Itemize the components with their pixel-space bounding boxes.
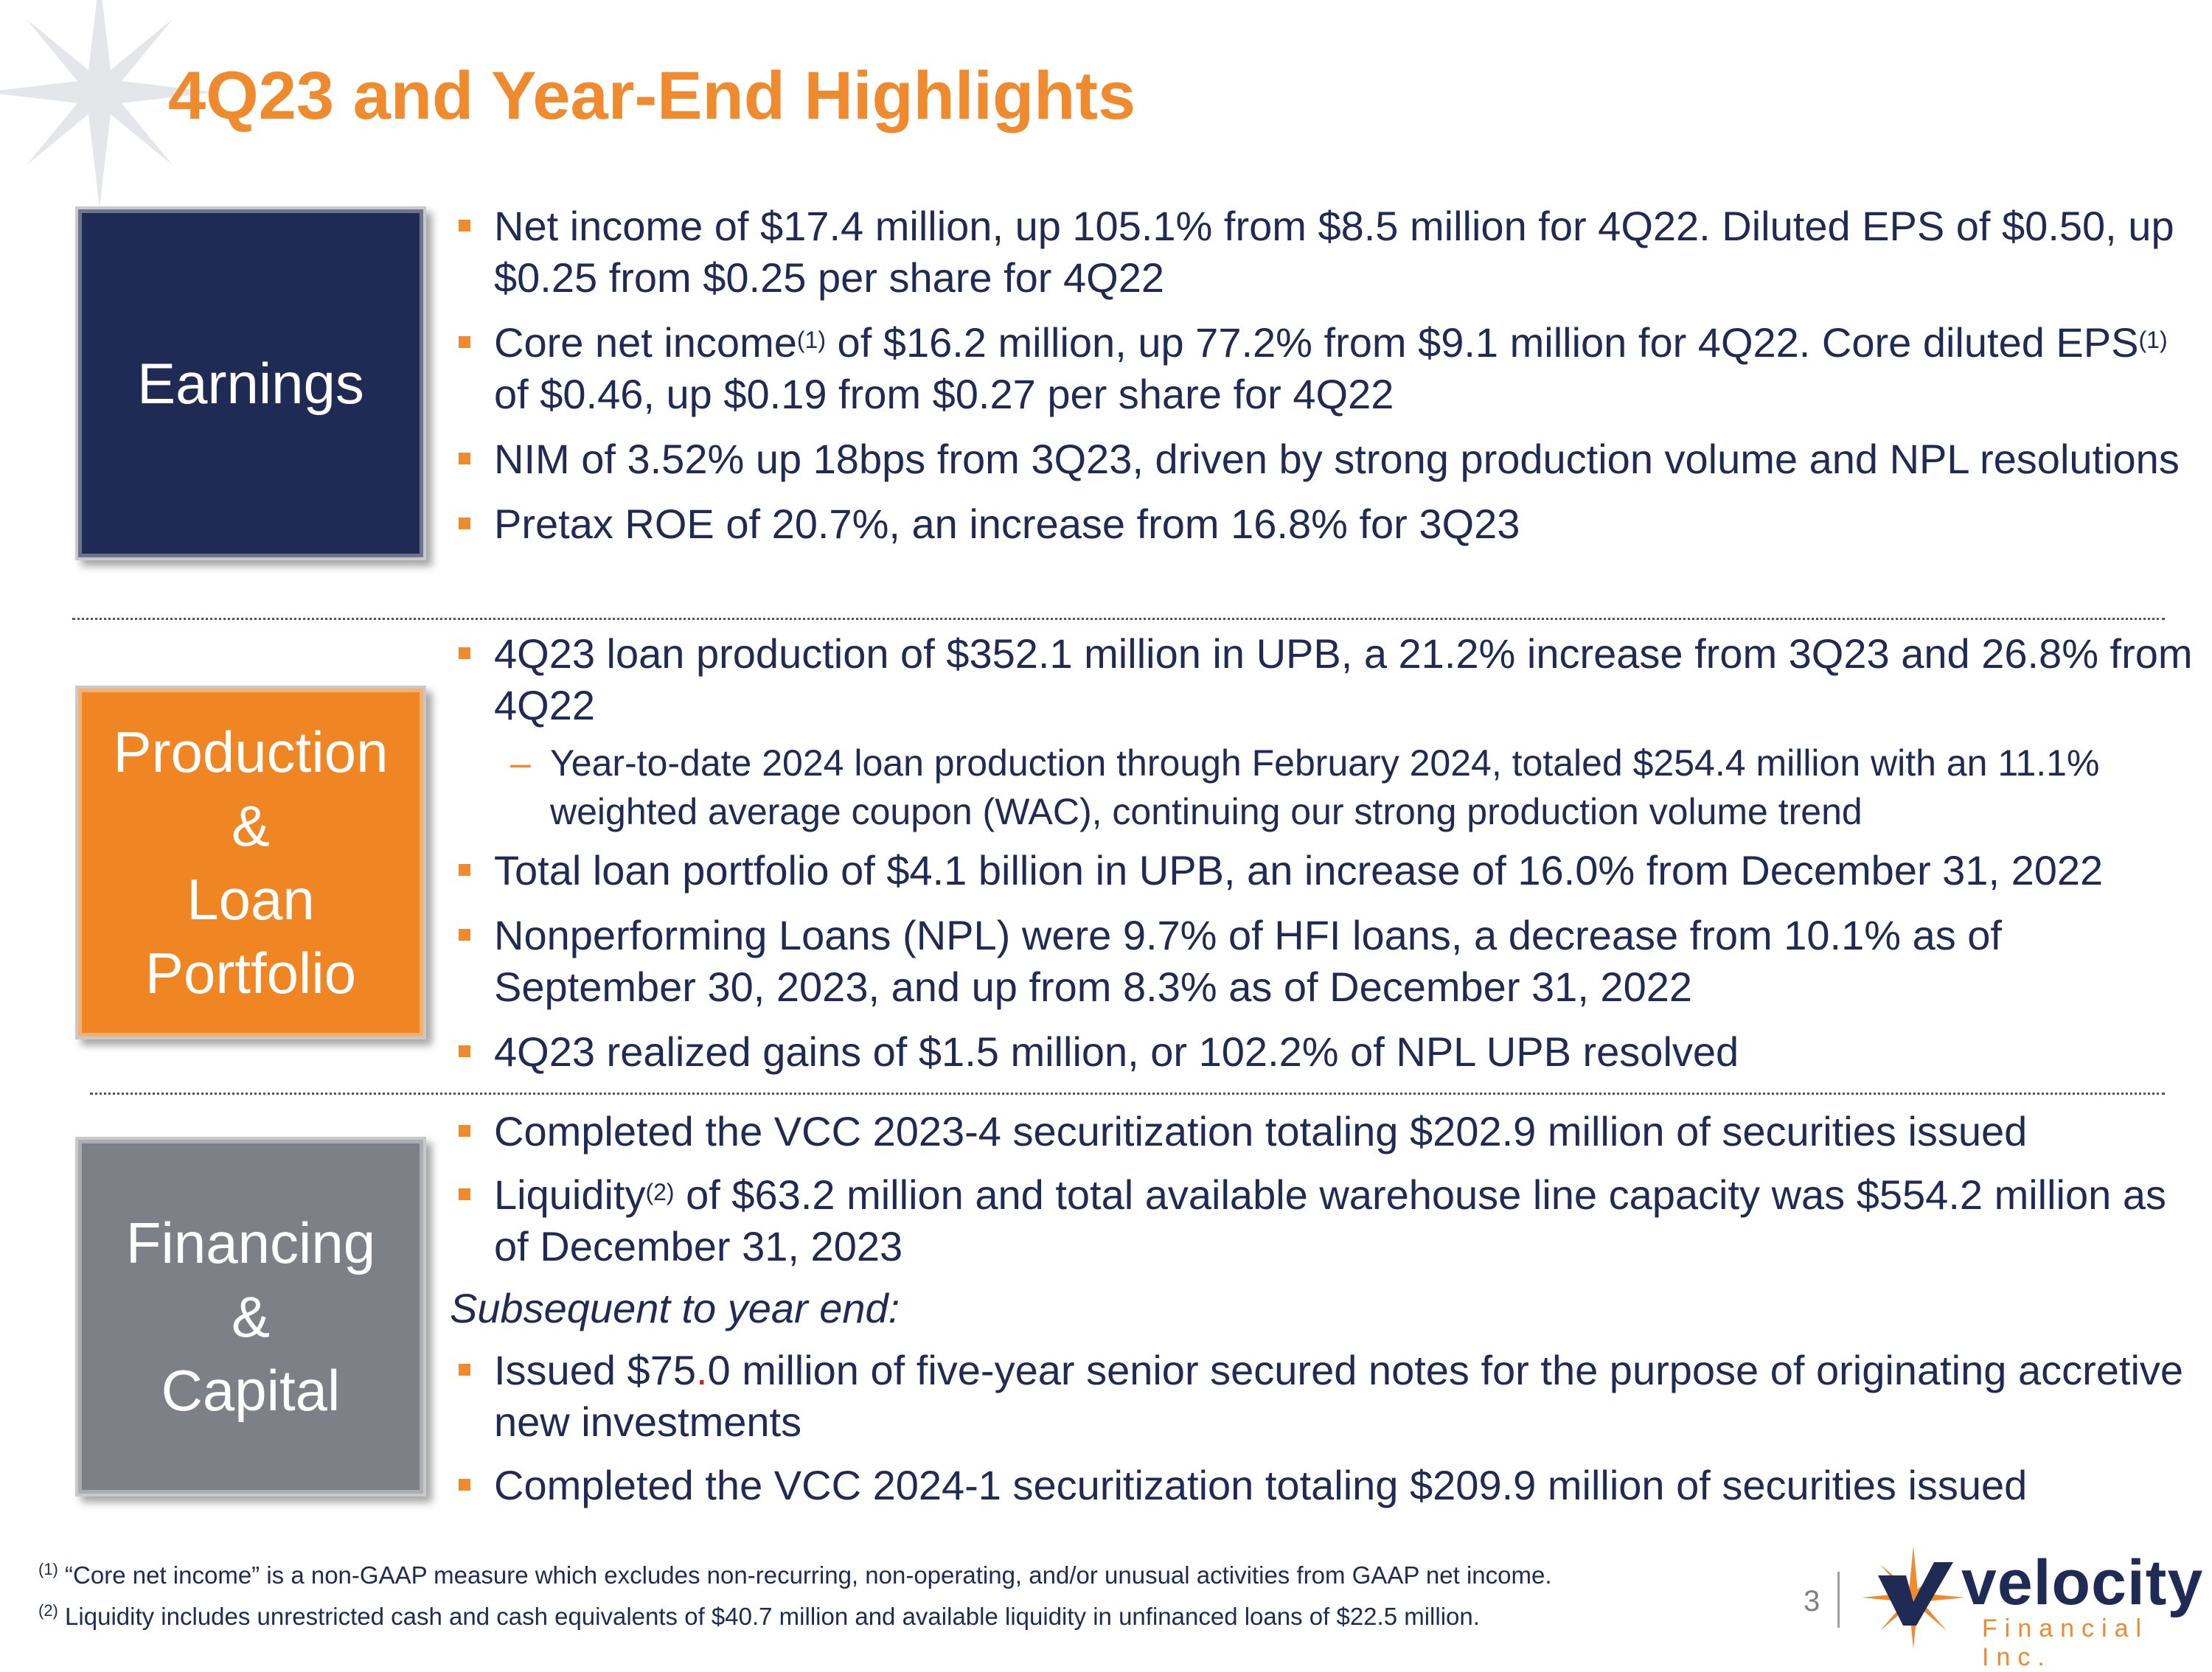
bullet-square-icon bbox=[459, 929, 470, 941]
financing-bullets: Completed the VCC 2023-4 securitization … bbox=[450, 1106, 2205, 1511]
sub-list-item: – Year-to-date 2024 loan production thro… bbox=[450, 739, 2205, 836]
list-item: Completed the VCC 2024-1 securitization … bbox=[450, 1460, 2205, 1511]
production-bullets: 4Q23 loan production of $352.1 million i… bbox=[450, 628, 2205, 1078]
bullet-square-icon bbox=[459, 1125, 470, 1137]
production-label-line-3: Loan bbox=[187, 867, 315, 932]
list-item: Total loan portfolio of $4.1 billion in … bbox=[450, 845, 2205, 896]
bullet-square-icon bbox=[459, 518, 470, 529]
footnote-2: (2) Liquidity includes unrestricted cash… bbox=[38, 1601, 1480, 1630]
footnote-ref: (2) bbox=[645, 1179, 675, 1205]
list-item: Issued $75.0 million of five-year senior… bbox=[450, 1345, 2205, 1448]
list-item: Nonperforming Loans (NPL) were 9.7% of H… bbox=[450, 910, 2205, 1013]
subsequent-heading: Subsequent to year end: bbox=[450, 1285, 900, 1331]
bullet-square-icon bbox=[459, 1364, 470, 1376]
list-item: Completed the VCC 2023-4 securitization … bbox=[450, 1106, 2205, 1157]
page-number-divider bbox=[1837, 1572, 1840, 1628]
list-item: Core net income(1) of $16.2 million, up … bbox=[450, 317, 2205, 420]
bullet-square-icon bbox=[459, 864, 470, 876]
bullet-square-icon bbox=[459, 1188, 470, 1200]
production-label-line-2: & bbox=[231, 793, 271, 858]
dash-bullet-icon: – bbox=[510, 742, 531, 784]
footnote-1: (1) “Core net income” is a non-GAAP meas… bbox=[38, 1560, 1552, 1589]
financing-section-label: Financing & Capital bbox=[75, 1137, 426, 1497]
list-item: Net income of $17.4 million, up 105.1% f… bbox=[450, 201, 2205, 304]
list-item: 4Q23 loan production of $352.1 million i… bbox=[450, 628, 2205, 731]
earnings-label-text: Earnings bbox=[137, 351, 364, 416]
list-item: Liquidity(2) of $63.2 million and total … bbox=[450, 1169, 2205, 1272]
bullet-square-icon bbox=[459, 1479, 470, 1491]
footnote-ref: (1) bbox=[796, 327, 826, 353]
production-section-label: Production & Loan Portfolio bbox=[75, 686, 426, 1039]
financing-label-line-3: Capital bbox=[161, 1358, 341, 1423]
logo-wordmark: velocity bbox=[1961, 1547, 2204, 1618]
star-burst-icon bbox=[0, 0, 215, 208]
production-label-line-1: Production bbox=[113, 720, 389, 784]
list-item: NIM of 3.52% up 18bps from 3Q23, driven … bbox=[450, 433, 2205, 485]
bullet-square-icon bbox=[459, 1045, 470, 1057]
logo-subtitle: Financial Inc. bbox=[1982, 1614, 2149, 1671]
bullet-square-icon bbox=[459, 647, 470, 659]
financing-label-line-1: Financing bbox=[125, 1211, 376, 1275]
page-number: 3 bbox=[1804, 1585, 1820, 1617]
earnings-section-label: Earnings bbox=[75, 206, 426, 560]
earnings-bullets: Net income of $17.4 million, up 105.1% f… bbox=[450, 201, 2205, 550]
bullet-square-icon bbox=[459, 220, 470, 231]
list-item: 4Q23 realized gains of $1.5 million, or … bbox=[450, 1026, 2205, 1078]
velocity-logo-icon bbox=[1862, 1546, 1965, 1649]
page-title: 4Q23 and Year-End Highlights bbox=[168, 58, 1136, 133]
footnote-ref: (1) bbox=[2138, 327, 2168, 353]
list-item: Pretax ROE of 20.7%, an increase from 16… bbox=[450, 498, 2205, 550]
production-label-line-4: Portfolio bbox=[145, 941, 357, 1006]
section-divider bbox=[72, 618, 2165, 620]
bullet-square-icon bbox=[459, 453, 470, 464]
financing-label-line-2: & bbox=[231, 1284, 270, 1349]
section-divider bbox=[90, 1093, 2165, 1095]
bullet-square-icon bbox=[459, 336, 470, 348]
